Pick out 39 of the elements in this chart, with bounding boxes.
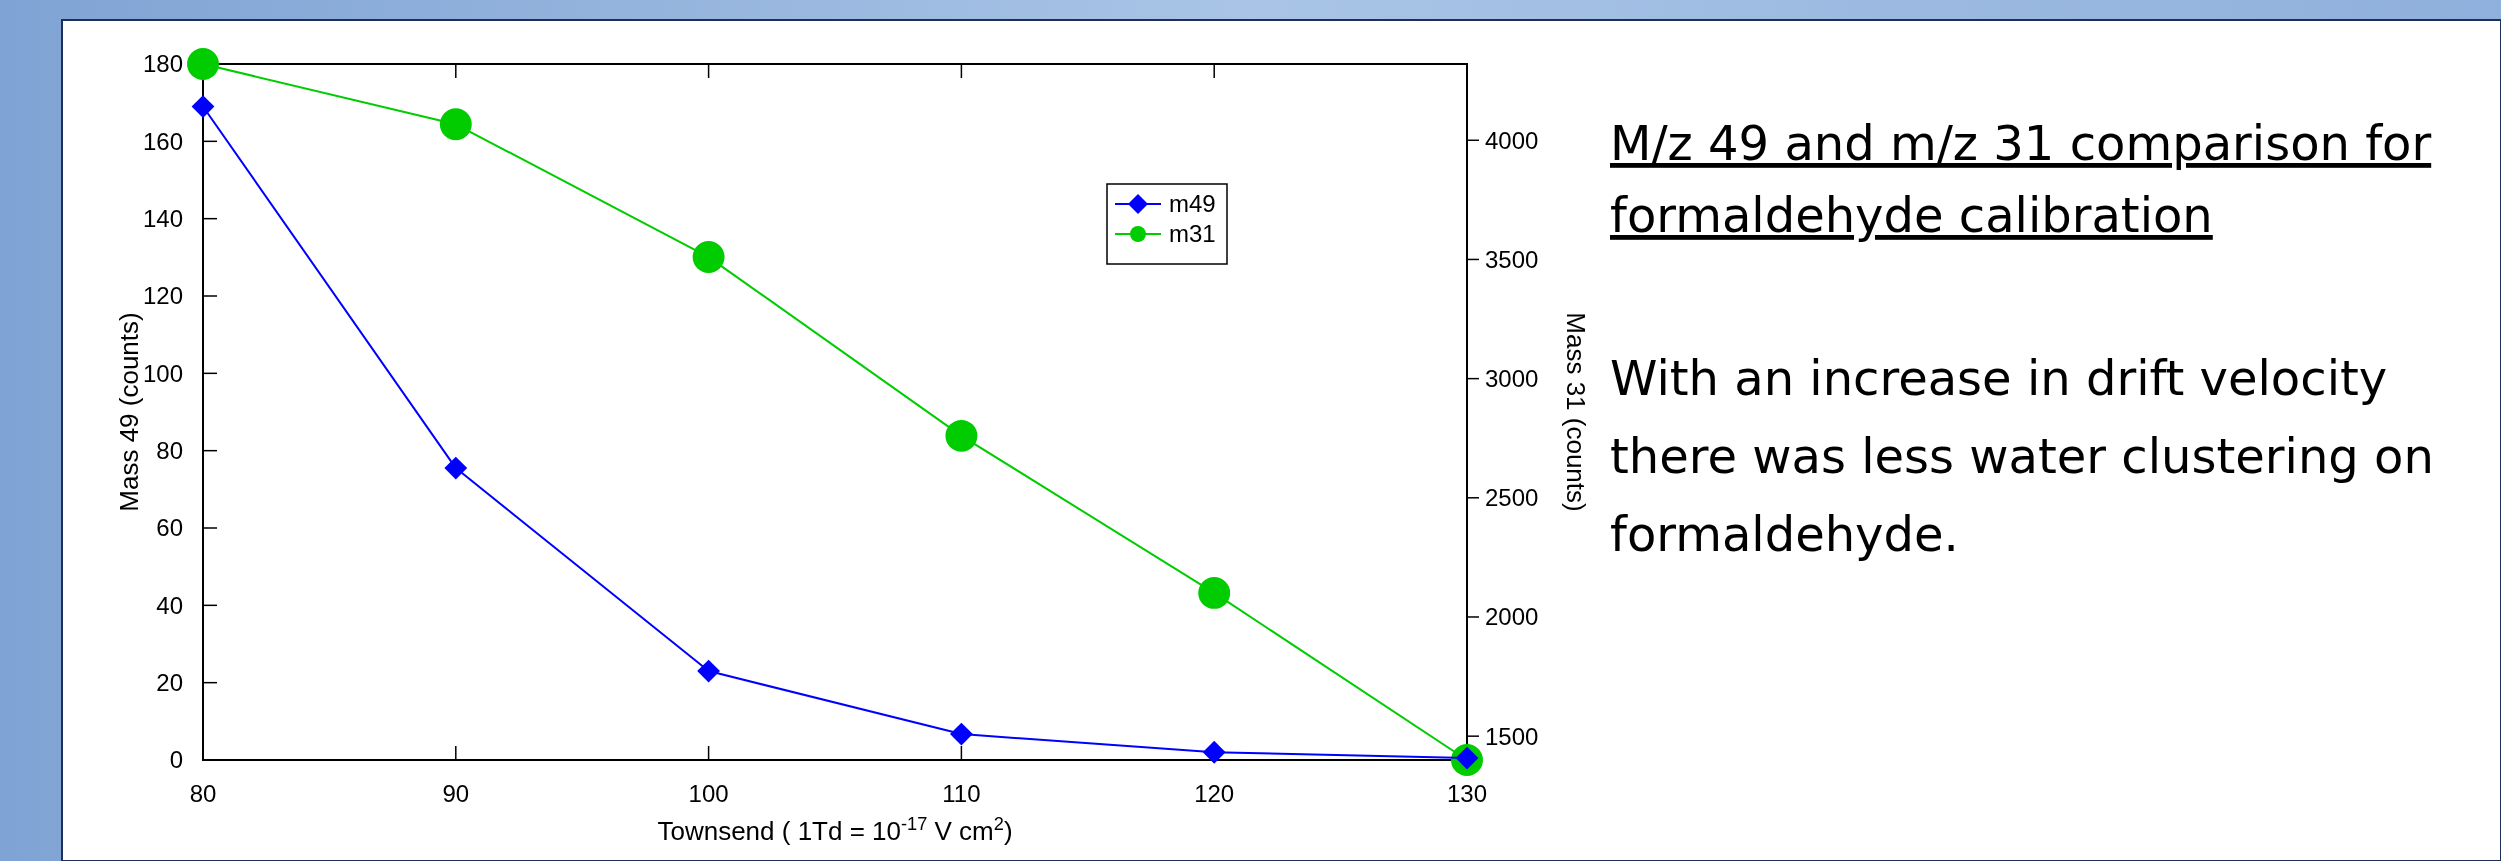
y2-tick-label: 1500 [1485,722,1539,750]
y-tick-label: 40 [156,591,183,619]
point [1198,576,1231,609]
y2-tick-label: 2000 [1485,603,1539,631]
y2-tick-label: 3000 [1485,365,1539,393]
y-axis-title: Mass 49 (counts) [114,312,144,512]
legend-label: m31 [1169,220,1216,248]
point [187,48,219,80]
y-tick-label: 180 [142,50,183,78]
text: With an increase in drift velocity there was less water clustering on formaldehyde. [1610,350,2434,562]
y-tick-label: 20 [156,669,183,697]
point [444,456,468,480]
y2-tick-label: 2500 [1485,484,1539,512]
point [950,722,973,746]
y-tick-label: 140 [142,205,183,233]
point [439,108,472,141]
y2-tick-label: 4000 [1485,126,1539,154]
x-tick-label: 90 [442,780,470,807]
x-tick-label: 80 [189,780,217,807]
text: M/z 49 and m/z 31 comparison for formaldehyde calibration [1610,115,2432,243]
x-axis-title: Townsend ( 1Td = 10$^{-17}$ V cm$^{2}$) [657,814,1013,846]
point [945,419,978,452]
y2-axis-title: Mass 31 (counts) [1561,312,1591,512]
y-tick-label: 160 [142,127,183,155]
x-tick-label: 100 [688,780,729,807]
x-tick-label: 110 [942,780,981,807]
x-tick-label: 120 [1194,780,1235,807]
x-tick-label: 130 [1446,780,1488,807]
y-tick-label: 100 [142,359,183,387]
y-tick-label: 80 [156,437,183,465]
y-tick-label: 0 [169,746,183,774]
point [191,95,215,118]
point [1202,740,1226,764]
point [697,659,720,683]
y-tick-label: 60 [156,514,183,542]
point [692,241,725,273]
y2-tick-label: 3500 [1485,245,1539,273]
y-tick-label: 120 [142,282,183,310]
legend-label: m49 [1169,190,1216,218]
